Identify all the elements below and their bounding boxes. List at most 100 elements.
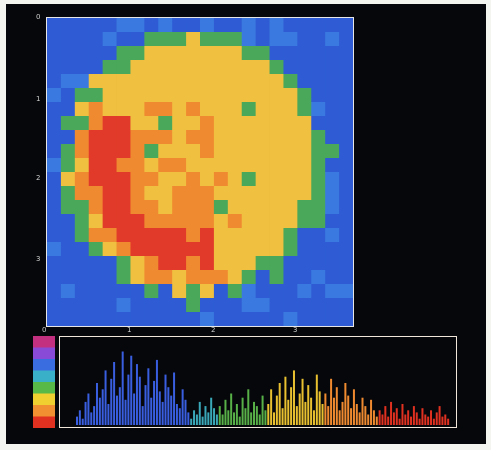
heatmap-cell bbox=[227, 116, 243, 131]
histogram-bar bbox=[213, 408, 216, 425]
heatmap-cell bbox=[60, 200, 76, 215]
heatmap-cell bbox=[227, 214, 243, 229]
heatmap-cell bbox=[186, 60, 201, 75]
heatmap-cell bbox=[47, 298, 62, 313]
heatmap-cell bbox=[47, 32, 62, 47]
heatmap-cell bbox=[88, 312, 104, 326]
heatmap-cell bbox=[186, 270, 201, 285]
heatmap-cell bbox=[311, 158, 326, 173]
histogram-bar bbox=[424, 414, 427, 425]
histogram-bar bbox=[215, 414, 218, 425]
histogram-bar bbox=[361, 397, 364, 425]
heatmap-cell bbox=[325, 172, 340, 187]
y-tick-label-3: 3 bbox=[36, 255, 41, 263]
heatmap-cell bbox=[255, 18, 270, 33]
histogram-bar bbox=[270, 389, 273, 425]
heatmap-cell bbox=[283, 18, 298, 33]
heatmap-cell bbox=[144, 256, 159, 271]
heatmap-cell bbox=[116, 172, 131, 187]
heatmap-cell bbox=[311, 242, 326, 257]
histogram-bar bbox=[264, 410, 267, 425]
heatmap-cell bbox=[200, 18, 215, 33]
histogram-bar bbox=[95, 383, 98, 425]
histogram-bar bbox=[255, 406, 258, 425]
heatmap-cell bbox=[269, 270, 284, 285]
heatmap-cell bbox=[283, 200, 298, 215]
heatmap-cell bbox=[241, 256, 257, 271]
heatmap-cell bbox=[297, 172, 312, 187]
heatmap-cell bbox=[339, 228, 353, 243]
histogram-bar bbox=[318, 391, 321, 425]
heatmap-cell bbox=[88, 228, 104, 243]
heatmap-cell bbox=[269, 312, 284, 326]
histogram-bar bbox=[447, 418, 450, 425]
heatmap-cell bbox=[158, 46, 173, 61]
heatmap-cell bbox=[339, 256, 353, 271]
heatmap-cell bbox=[213, 144, 229, 159]
heatmap-cell bbox=[241, 270, 257, 285]
y-tick-label-0: 0 bbox=[36, 13, 41, 21]
heatmap-cell bbox=[158, 312, 173, 326]
heatmap-cell bbox=[158, 88, 173, 103]
heatmap-cell bbox=[297, 18, 312, 33]
heatmap-cell bbox=[60, 214, 76, 229]
heatmap-cell bbox=[186, 130, 201, 145]
histogram-bar bbox=[435, 412, 438, 425]
heatmap-cell bbox=[269, 158, 284, 173]
heatmap-cell bbox=[102, 32, 117, 47]
histogram-bar bbox=[133, 393, 136, 425]
heatmap-cell bbox=[172, 74, 187, 89]
histogram-bar bbox=[430, 410, 433, 425]
heatmap-cell bbox=[144, 60, 159, 75]
heatmap-cell bbox=[297, 46, 312, 61]
histogram-bar bbox=[115, 395, 118, 425]
heatmap-cell bbox=[88, 172, 104, 187]
histogram-bar bbox=[330, 378, 333, 425]
heatmap-cell bbox=[144, 32, 159, 47]
histogram-bar bbox=[130, 355, 133, 425]
heatmap-cell bbox=[325, 18, 340, 33]
heatmap-cell bbox=[47, 284, 62, 299]
heatmap-cell bbox=[283, 46, 298, 61]
heatmap-cell bbox=[116, 298, 131, 313]
heatmap-cell bbox=[241, 46, 257, 61]
colorbar-swatch bbox=[33, 336, 55, 348]
heatmap-cell bbox=[297, 144, 312, 159]
heatmap-cell bbox=[158, 298, 173, 313]
heatmap-cell bbox=[186, 102, 201, 117]
histogram-bar bbox=[407, 410, 410, 425]
y-tick-label-2: 2 bbox=[36, 174, 41, 182]
heatmap-cell bbox=[200, 200, 215, 215]
heatmap-cell bbox=[339, 200, 353, 215]
heatmap-cell bbox=[227, 256, 243, 271]
heatmap-cell bbox=[255, 312, 270, 326]
histogram-bar bbox=[287, 399, 290, 425]
histogram-bar bbox=[404, 414, 407, 425]
histogram-bar bbox=[412, 406, 415, 425]
heatmap-cell bbox=[213, 172, 229, 187]
heatmap-cell bbox=[60, 88, 76, 103]
heatmap-cell bbox=[116, 46, 131, 61]
heatmap-cell bbox=[227, 172, 243, 187]
histogram-bar bbox=[441, 416, 444, 425]
heatmap-cell bbox=[283, 74, 298, 89]
colorbar-swatch bbox=[33, 370, 55, 383]
heatmap-cell bbox=[325, 60, 340, 75]
heatmap-cell bbox=[144, 130, 159, 145]
heatmap-cell bbox=[297, 312, 312, 326]
heatmap-cell bbox=[297, 74, 312, 89]
heatmap-cell bbox=[47, 116, 62, 131]
heatmap-cell bbox=[241, 312, 257, 326]
heatmap-cell bbox=[60, 46, 76, 61]
histogram-bar bbox=[364, 406, 367, 425]
heatmap-cell bbox=[213, 200, 229, 215]
histogram-bar bbox=[307, 385, 310, 425]
heatmap-cell bbox=[325, 102, 340, 117]
histogram-bar bbox=[324, 393, 327, 425]
heatmap-cell bbox=[88, 46, 104, 61]
heatmap-cell bbox=[60, 298, 76, 313]
heatmap-cell bbox=[186, 172, 201, 187]
heatmap-cell bbox=[102, 186, 117, 201]
heatmap-cell bbox=[74, 298, 90, 313]
histogram-bar bbox=[301, 378, 304, 425]
